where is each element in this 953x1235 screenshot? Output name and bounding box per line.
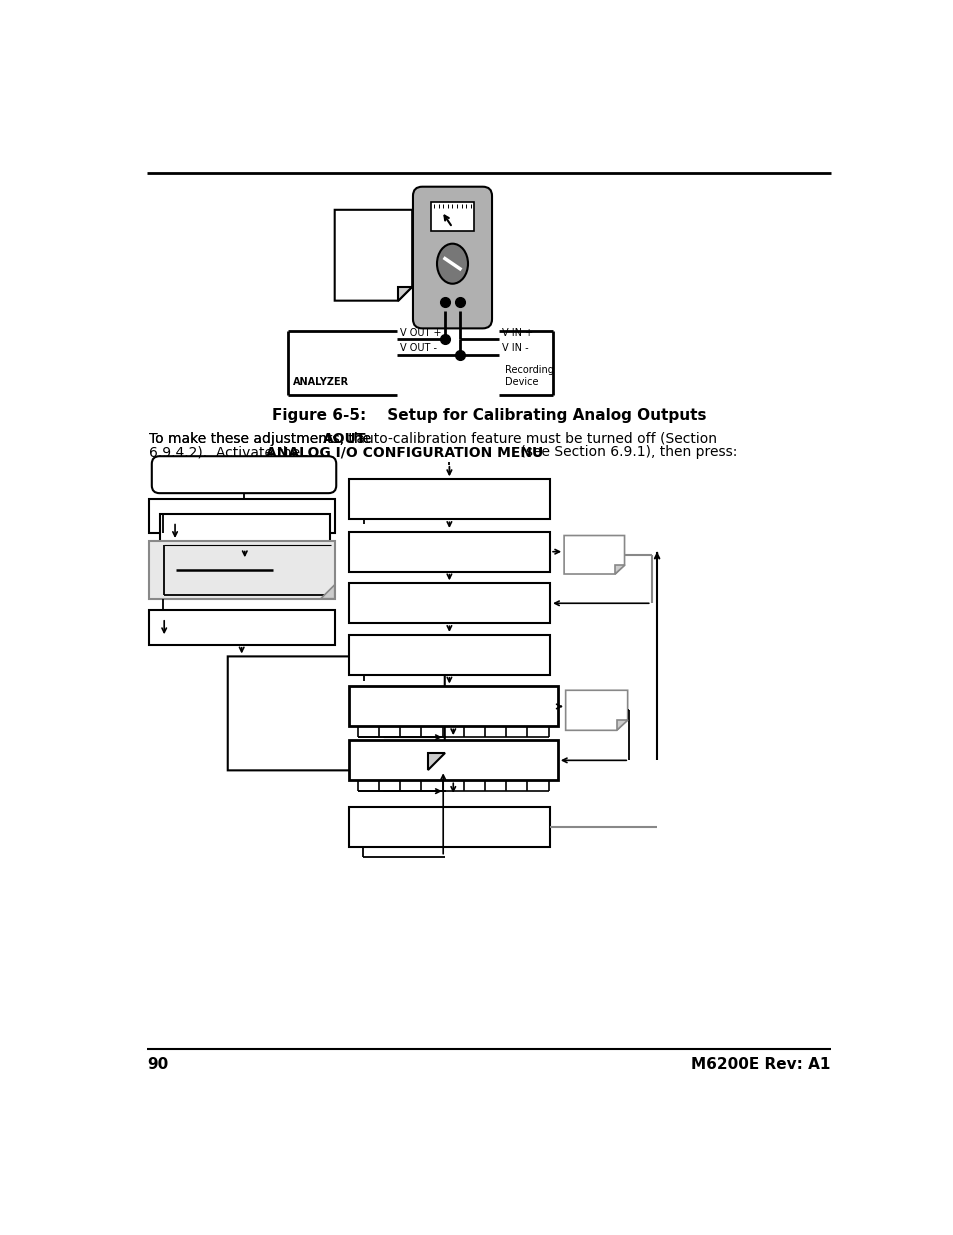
FancyBboxPatch shape — [152, 456, 335, 493]
Polygon shape — [228, 656, 444, 771]
Bar — [149, 610, 335, 645]
Text: Recording
Device: Recording Device — [505, 366, 554, 387]
Bar — [149, 541, 335, 599]
Text: ANALOG I/O CONFIGURATION MENU: ANALOG I/O CONFIGURATION MENU — [266, 446, 543, 459]
Text: 6.9.4.2).  Activate the: 6.9.4.2). Activate the — [149, 446, 308, 459]
Polygon shape — [563, 536, 624, 574]
Polygon shape — [617, 720, 627, 730]
Bar — [348, 808, 550, 847]
Text: To make these adjustments, the: To make these adjustments, the — [149, 431, 375, 446]
Bar — [348, 583, 550, 624]
Polygon shape — [615, 564, 624, 574]
Polygon shape — [335, 210, 412, 300]
Text: M6200E Rev: A1: M6200E Rev: A1 — [691, 1057, 830, 1072]
Text: V OUT -: V OUT - — [399, 343, 436, 353]
Bar — [348, 531, 550, 572]
Polygon shape — [320, 585, 335, 599]
Polygon shape — [397, 287, 412, 300]
Bar — [159, 514, 330, 548]
Ellipse shape — [436, 243, 468, 284]
Text: AOUT: AOUT — [323, 431, 366, 446]
Bar — [431, 203, 474, 231]
Text: To make these adjustments, the: To make these adjustments, the — [149, 431, 375, 446]
Bar — [149, 499, 335, 534]
Text: V OUT +: V OUT + — [399, 327, 441, 337]
Text: 90: 90 — [147, 1057, 169, 1072]
Text: V IN -: V IN - — [501, 343, 528, 353]
Bar — [348, 687, 558, 726]
Text: (see Section 6.9.1), then press:: (see Section 6.9.1), then press: — [516, 446, 737, 459]
Text: Figure 6-5:    Setup for Calibrating Analog Outputs: Figure 6-5: Setup for Calibrating Analog… — [272, 409, 705, 424]
FancyBboxPatch shape — [413, 186, 492, 329]
Bar — [348, 479, 550, 520]
Polygon shape — [427, 753, 444, 771]
Text: ANALYZER: ANALYZER — [293, 377, 349, 387]
Bar — [348, 635, 550, 674]
Bar — [348, 740, 558, 781]
Polygon shape — [565, 690, 627, 730]
Text: V IN +: V IN + — [501, 327, 533, 337]
Text: auto-calibration feature must be turned off (Section: auto-calibration feature must be turned … — [352, 431, 716, 446]
